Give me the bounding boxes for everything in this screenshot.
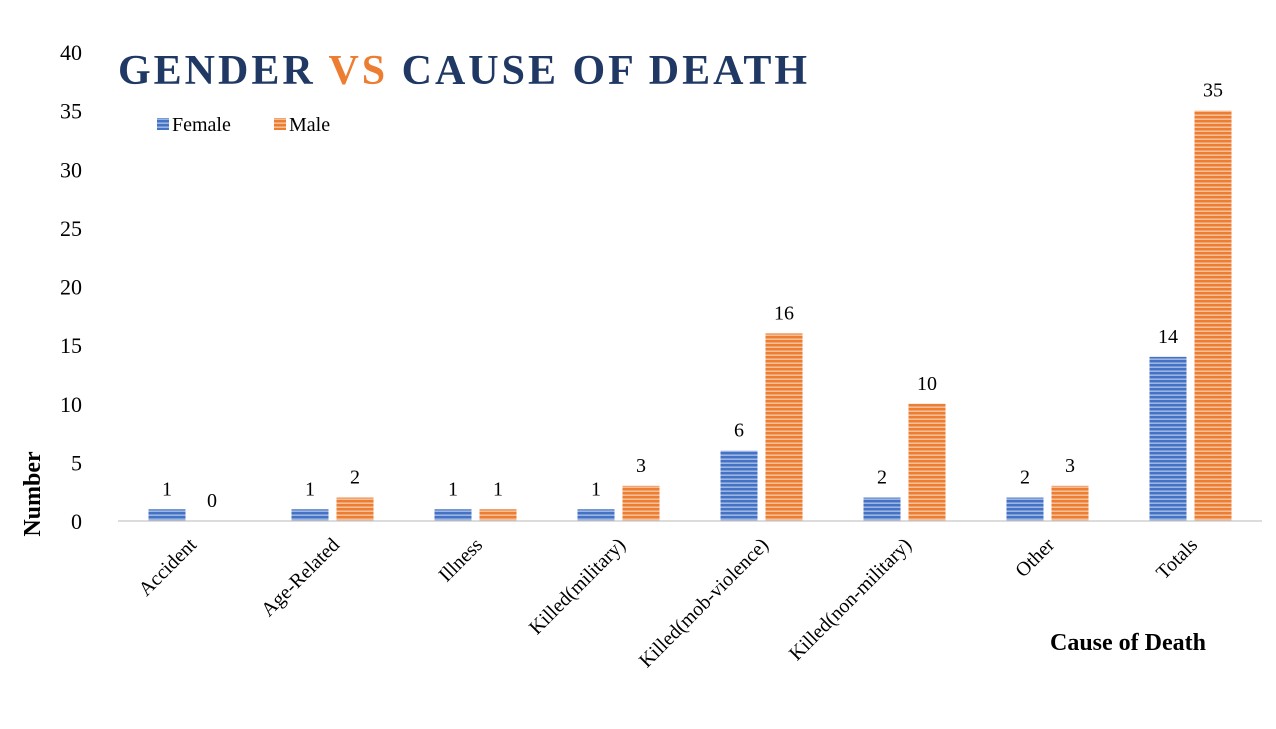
y-tick-label: 10 — [60, 392, 82, 417]
data-label-male: 10 — [917, 373, 937, 395]
y-tick-label: 20 — [60, 275, 82, 300]
y-tick-label: 0 — [71, 509, 82, 534]
x-tick-label: Accident — [134, 534, 201, 601]
data-label-male: 35 — [1203, 80, 1223, 102]
bar-female — [720, 450, 758, 521]
data-label-female: 2 — [1020, 467, 1030, 489]
x-axis-title: Cause of Death — [1050, 630, 1206, 656]
y-axis-title: Number — [20, 451, 46, 537]
bar-male — [765, 333, 803, 521]
bar-male — [1194, 110, 1232, 521]
bar-female — [1149, 356, 1187, 521]
title-part-gender: GENDER — [118, 48, 328, 94]
y-tick-label: 5 — [71, 450, 82, 475]
data-label-female: 2 — [877, 467, 887, 489]
data-label-female: 6 — [734, 420, 744, 442]
bar-female — [863, 497, 901, 521]
x-tick-label: Illness — [435, 534, 488, 587]
bars — [148, 110, 1232, 521]
x-tick-label: Other — [1011, 534, 1059, 582]
chart-title: GENDER VS CAUSE OF DEATH — [118, 48, 810, 94]
bar-male — [622, 485, 660, 521]
bar-male — [479, 509, 517, 521]
x-tick-label: Age-Related — [257, 534, 344, 621]
data-label-male: 3 — [1065, 455, 1075, 477]
bar-female — [1006, 497, 1044, 521]
data-label-female: 1 — [591, 478, 601, 500]
data-label-female: 1 — [448, 478, 458, 500]
y-tick-label: 25 — [60, 216, 82, 241]
y-tick-label: 35 — [60, 99, 82, 124]
y-tick-label: 30 — [60, 157, 82, 182]
data-label-male: 16 — [774, 302, 794, 324]
legend-swatch-male — [274, 118, 286, 130]
data-label-female: 14 — [1158, 326, 1178, 348]
data-label-male: 3 — [636, 455, 646, 477]
legend-swatch-female — [157, 118, 169, 130]
data-label-female: 1 — [305, 478, 315, 500]
x-tick-label: Killed(non-military) — [785, 534, 916, 665]
bar-female — [148, 509, 186, 521]
x-tick-label: Totals — [1152, 534, 1202, 584]
y-axis-ticks: 0 5 10 15 20 25 30 35 40 — [60, 40, 82, 534]
x-tick-label: Killed(mob-violence) — [635, 534, 773, 672]
bar-male — [1051, 485, 1089, 521]
data-label-female: 1 — [162, 478, 172, 500]
bar-male — [336, 497, 374, 521]
y-tick-label: 40 — [60, 40, 82, 65]
data-label-male: 1 — [493, 478, 503, 500]
data-label-male: 0 — [207, 490, 217, 512]
legend-label-female: Female — [172, 114, 231, 136]
bar-female — [291, 509, 329, 521]
title-part-cause: CAUSE OF DEATH — [388, 48, 810, 94]
x-axis-ticks: Accident Age-Related Illness Killed(militar… — [134, 534, 1202, 672]
bar-female — [434, 509, 472, 521]
y-tick-label: 15 — [60, 333, 82, 358]
bar-male — [908, 403, 946, 521]
legend-label-male: Male — [289, 114, 330, 136]
data-label-male: 2 — [350, 467, 360, 489]
title-part-vs: VS — [328, 48, 388, 94]
x-tick-label: Killed(military) — [525, 534, 630, 639]
bar-female — [577, 509, 615, 521]
legend: Female Male — [157, 114, 330, 136]
